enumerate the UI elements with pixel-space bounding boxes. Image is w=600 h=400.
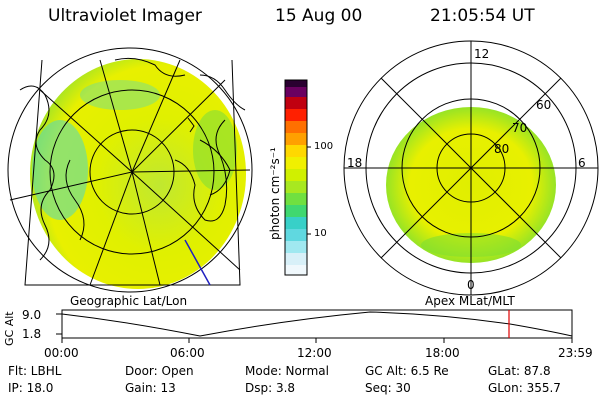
x-tick-2359: 23:59: [558, 346, 593, 360]
altitude-plot: [56, 309, 573, 343]
info-dsp: Dsp: 3.8: [245, 381, 296, 395]
info-door: Door: Open: [125, 364, 194, 378]
info-glat: GLat: 87.8: [488, 364, 551, 378]
mlt-caption: Apex MLat/MLT: [425, 294, 515, 308]
info-glon: GLon: 355.7: [488, 381, 561, 395]
info-gc-alt: GC Alt: 6.5 Re: [365, 364, 449, 378]
mlat-label-70: 70: [512, 121, 528, 135]
colorbar-tick-100: 100: [314, 141, 334, 152]
info-mode: Mode: Normal: [245, 364, 329, 378]
geo-caption: Geographic Lat/Lon: [70, 294, 188, 308]
x-tick-1200: 12:00: [297, 346, 332, 360]
mlt-grid: [343, 40, 599, 296]
mlt-label-6: 6: [578, 156, 586, 170]
info-gain: Gain: 13: [125, 381, 176, 395]
info-seq: Seq: 30: [365, 381, 411, 395]
date-label: 15 Aug 00: [275, 6, 363, 26]
coastline-lines: [19, 57, 246, 261]
mlt-label-0: 0: [467, 278, 475, 292]
colorbar-unit-label: photon cm⁻²s⁻¹: [268, 147, 282, 240]
x-tick-1800: 18:00: [425, 346, 460, 360]
alt-y-low: 1.8: [22, 327, 42, 341]
mlt-label-12: 12: [474, 47, 490, 61]
mlat-label-60: 60: [536, 98, 552, 112]
time-label: 21:05:54 UT: [430, 6, 535, 26]
info-flt: Flt: LBHL: [8, 364, 62, 378]
alt-ylabel: GC Alt: [3, 311, 16, 346]
mlat-label-80: 80: [494, 142, 510, 156]
colorbar: [284, 79, 311, 276]
altitude-curve: [61, 311, 573, 337]
mlt-label-18: 18: [347, 156, 363, 170]
geo-graticule: [7, 47, 253, 293]
x-tick-0000: 00:00: [44, 346, 79, 360]
x-tick-0600: 06:00: [170, 346, 205, 360]
alt-y-high: 9.0: [22, 308, 42, 322]
colorbar-tick-10: 10: [314, 228, 327, 239]
info-ip: IP: 18.0: [8, 381, 54, 395]
instrument-title: Ultraviolet Imager: [48, 6, 202, 26]
